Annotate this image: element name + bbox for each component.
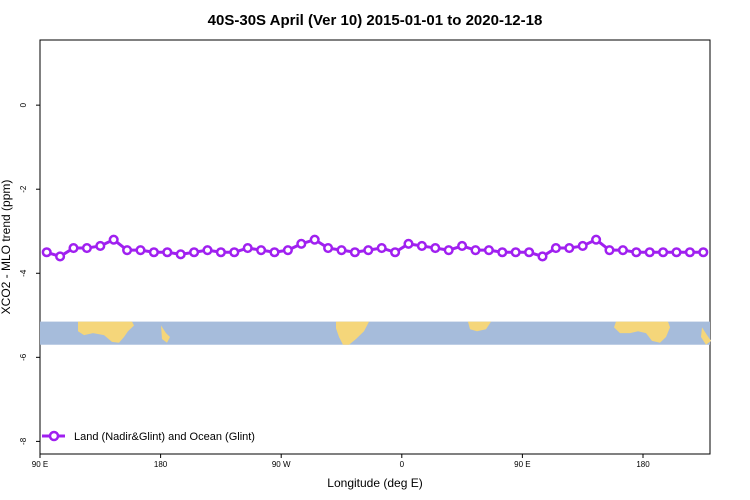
chart-title: 40S-30S April (Ver 10) 2015-01-01 to 202… [208,12,543,29]
data-point [242,243,253,254]
data-point [577,240,588,251]
data-point [162,247,173,258]
data-point [55,251,66,262]
data-point [698,247,709,258]
data-point [336,245,347,256]
data-point [95,240,106,251]
data-point [497,247,508,258]
data-point [122,245,133,256]
y-tick-label: -6 [19,353,28,361]
data-point [537,251,548,262]
data-point [363,245,374,256]
data-point [510,247,521,258]
x-tick-label: 90 E [32,460,48,469]
data-point [135,245,146,256]
data-point [256,245,267,256]
data-point [470,245,481,256]
map-strip [40,321,711,345]
data-point [564,243,575,254]
y-tick-label: 0 [19,102,28,107]
data-point [671,247,682,258]
data-point [591,234,602,245]
data-point [108,234,119,245]
land-shape [78,321,134,343]
data-point [617,245,628,256]
data-point [309,234,320,245]
x-tick-label: 180 [154,460,168,469]
y-tick-label: -2 [19,185,28,193]
data-point [41,247,52,258]
data-point [376,243,387,254]
land-shape [701,327,711,345]
y-axis: 0 -2 -4 -6 -8 [19,102,40,445]
land-shape [614,321,670,343]
data-point [631,247,642,258]
land-shape [336,321,369,345]
data-point [644,247,655,258]
data-point [604,245,615,256]
data-point [229,247,240,258]
data-point [269,247,280,258]
legend-marker-icon [48,430,60,442]
x-axis: 90 E 180 90 W 0 90 E 180 [32,454,650,469]
data-point [323,243,334,254]
data-point [175,249,186,260]
data-point [215,247,226,258]
series-layer [41,234,709,262]
data-point [282,245,293,256]
data-point [443,245,454,256]
data-point [483,245,494,256]
x-tick-label: 0 [400,460,405,469]
data-point [81,243,92,254]
x-tick-label: 90 E [514,460,530,469]
data-point [403,238,414,249]
data-point [349,247,360,258]
data-point [430,243,441,254]
data-point [524,247,535,258]
x-axis-label: Longitude (deg E) [327,476,422,490]
legend-label: Land (Nadir&Glint) and Ocean (Glint) [74,431,255,443]
y-tick-label: -4 [19,269,28,277]
land-shape [161,325,170,343]
data-point [416,240,427,251]
x-tick-label: 90 W [272,460,291,469]
data-point [390,247,401,258]
data-point [658,247,669,258]
data-point [68,243,79,254]
data-point [550,243,561,254]
x-tick-label: 180 [636,460,650,469]
y-tick-label: -8 [19,437,28,445]
data-point [296,238,307,249]
map-ocean [40,321,710,345]
data-point [189,247,200,258]
plot-area [39,39,711,455]
y-axis-label: XCO2 - MLO trend (ppm) [0,180,13,315]
land-shape [468,321,491,332]
data-point [202,245,213,256]
legend: Land (Nadir&Glint) and Ocean (Glint) [42,430,255,443]
data-point [148,247,159,258]
data-point [457,240,468,251]
data-point [684,247,695,258]
